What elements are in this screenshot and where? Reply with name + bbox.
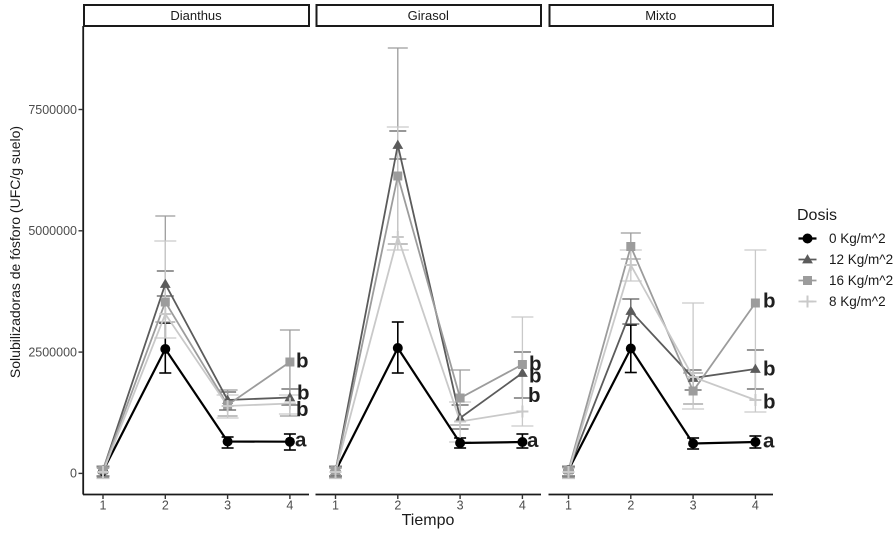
svg-text:1: 1 [100, 499, 107, 513]
svg-text:4: 4 [752, 499, 759, 513]
svg-text:b: b [297, 382, 310, 405]
svg-text:0: 0 [70, 467, 77, 481]
svg-text:a: a [763, 430, 775, 453]
svg-text:3: 3 [224, 499, 231, 513]
svg-text:4: 4 [519, 499, 526, 513]
svg-text:b: b [296, 350, 309, 373]
svg-text:Tiempo: Tiempo [402, 512, 455, 529]
svg-text:1: 1 [565, 499, 572, 513]
svg-text:b: b [763, 391, 776, 414]
svg-text:3: 3 [457, 499, 464, 513]
svg-text:b: b [763, 290, 776, 313]
svg-text:a: a [295, 429, 307, 452]
svg-text:a: a [527, 429, 539, 452]
svg-text:b: b [529, 365, 542, 388]
svg-text:4: 4 [286, 499, 293, 513]
svg-text:2: 2 [394, 499, 401, 513]
svg-text:16 Kg/m^2: 16 Kg/m^2 [829, 273, 893, 288]
svg-text:Girasol: Girasol [408, 8, 449, 23]
svg-text:b: b [296, 398, 309, 421]
svg-text:8 Kg/m^2: 8 Kg/m^2 [829, 294, 886, 309]
svg-text:12 Kg/m^2: 12 Kg/m^2 [829, 252, 893, 267]
svg-text:2500000: 2500000 [28, 345, 77, 359]
svg-text:b: b [528, 384, 541, 407]
svg-text:7500000: 7500000 [28, 103, 77, 117]
svg-text:b: b [763, 358, 776, 381]
svg-text:2: 2 [627, 499, 634, 513]
svg-text:Mixto: Mixto [645, 8, 676, 23]
svg-text:Dosis: Dosis [797, 207, 837, 224]
svg-text:2: 2 [162, 499, 169, 513]
svg-text:5000000: 5000000 [28, 224, 77, 238]
svg-text:Solubilizadoras de fósforo (UF: Solubilizadoras de fósforo (UFC/g suelo) [7, 126, 23, 378]
svg-text:0 Kg/m^2: 0 Kg/m^2 [829, 231, 886, 246]
svg-text:1: 1 [332, 499, 339, 513]
svg-text:b: b [529, 353, 542, 376]
svg-text:3: 3 [690, 499, 697, 513]
svg-text:Dianthus: Dianthus [170, 8, 222, 23]
